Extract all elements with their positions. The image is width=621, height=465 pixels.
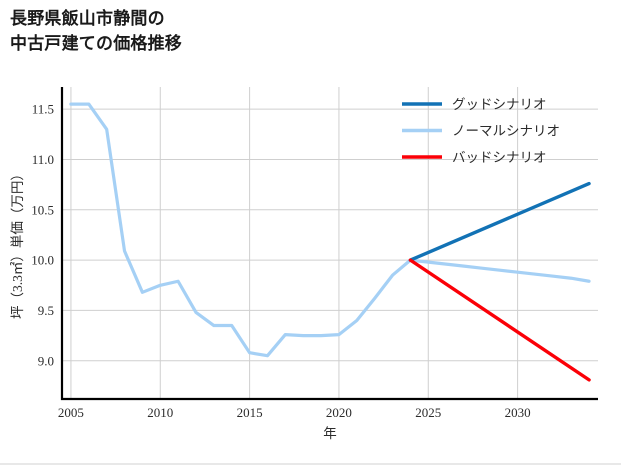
- x-axis-tick-labels: 2005 2010 2015 2020 2025 2030: [58, 405, 531, 420]
- y-tick-label-9.0: 9.0: [38, 353, 54, 368]
- legend-label-2: バッドシナリオ: [452, 150, 547, 165]
- series-line-ノーマルシナリオ: [69, 102, 591, 358]
- y-axis-tick-labels: 9.0 9.5 10.0 10.5 11.0 11.5: [31, 102, 54, 369]
- chart-title: 長野県飯山市静間の 中古戸建ての価格推移: [10, 9, 182, 53]
- axis-spines: [60, 87, 598, 401]
- axis-spine-path: [60, 87, 598, 401]
- y-axis-title: 坪（3.3㎡）単価（万円）: [10, 167, 25, 319]
- x-tick-label-2030: 2030: [505, 405, 531, 420]
- x-tick-label-2025: 2025: [415, 405, 441, 420]
- series-group: [69, 102, 591, 382]
- legend-label-1: ノーマルシナリオ: [452, 124, 560, 139]
- x-tick-label-2015: 2015: [237, 405, 263, 420]
- y-tick-label-9.5: 9.5: [38, 303, 54, 318]
- y-tick-label-10.0: 10.0: [31, 253, 54, 268]
- y-tick-label-10.5: 10.5: [31, 202, 54, 217]
- x-tick-label-2005: 2005: [58, 405, 84, 420]
- y-tick-label-11.5: 11.5: [32, 102, 54, 117]
- y-tick-label-11.0: 11.0: [32, 152, 54, 167]
- series-line-バッドシナリオ: [408, 258, 591, 382]
- x-tick-label-2020: 2020: [326, 405, 352, 420]
- legend-label-0: グッドシナリオ: [452, 97, 547, 112]
- series-line-グッドシナリオ: [408, 181, 591, 262]
- x-tick-label-2010: 2010: [147, 405, 173, 420]
- x-axis-title: 年: [323, 426, 337, 441]
- gridlines-group: [62, 87, 598, 399]
